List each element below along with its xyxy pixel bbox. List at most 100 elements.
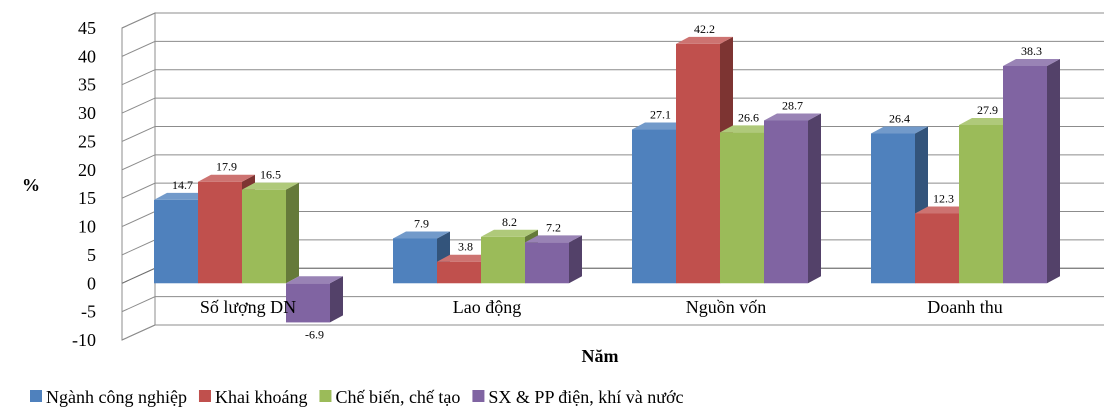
legend-swatch <box>30 390 42 402</box>
value-label: 8.2 <box>502 215 517 229</box>
y-tick-label: 10 <box>78 217 96 237</box>
bar-front <box>481 236 525 284</box>
value-label: 7.9 <box>414 216 429 230</box>
x-axis-label: Năm <box>582 346 619 366</box>
value-label: 7.2 <box>546 220 561 234</box>
category-label: Lao động <box>453 297 521 317</box>
bar-side <box>569 235 582 284</box>
legend-label: Chế biến, chế tạo <box>335 387 460 407</box>
value-label: 3.8 <box>458 240 473 254</box>
bar-side <box>808 113 821 284</box>
legend-swatch <box>198 390 211 402</box>
gridline <box>121 324 1104 341</box>
bar-top <box>632 122 689 130</box>
value-label: 27.9 <box>977 103 998 117</box>
bar-front <box>242 189 286 284</box>
bar-front <box>959 125 1003 284</box>
category-labels: Số lượng DN Lao động Nguồn vốn Doanh thu <box>200 297 1003 317</box>
legend-label: SX & PP điện, khí và nước <box>488 387 683 407</box>
bar-front <box>720 132 764 284</box>
y-tick-label: 5 <box>87 245 96 265</box>
gridline <box>121 97 1104 114</box>
bar-top <box>242 182 299 190</box>
gridline <box>121 12 1104 29</box>
bar-front <box>286 283 330 323</box>
value-label: 28.7 <box>782 98 803 112</box>
bar-front <box>764 120 808 284</box>
bar-top <box>915 206 972 214</box>
gridline <box>121 125 1104 142</box>
bar <box>393 231 450 284</box>
value-label: 16.5 <box>260 168 281 182</box>
bar-top <box>764 113 821 121</box>
legend-swatch <box>319 390 332 402</box>
bar-side <box>286 182 299 284</box>
gridline <box>121 40 1104 57</box>
legend-item: Chế biến, chế tạo <box>319 387 460 407</box>
y-tick-label: -5 <box>81 302 96 322</box>
bar-front <box>437 261 481 284</box>
bar <box>286 276 343 323</box>
bar-top <box>525 235 582 243</box>
bar-side <box>1047 59 1060 284</box>
bar <box>1003 59 1060 284</box>
bar-top <box>154 192 211 200</box>
value-label: 17.9 <box>216 160 237 174</box>
bar-top <box>720 125 777 133</box>
bar-top <box>198 174 255 182</box>
bar-side <box>330 276 343 323</box>
y-tick-label: 30 <box>78 103 96 123</box>
gridline <box>121 296 1104 313</box>
value-label: 27.1 <box>650 108 671 122</box>
value-label: -6.9 <box>305 327 324 341</box>
y-tick-label: 35 <box>78 75 96 95</box>
bar-front <box>871 133 915 284</box>
y-tick-label: 15 <box>78 188 96 208</box>
y-axis-label: % <box>22 175 40 195</box>
value-label: 38.3 <box>1021 44 1042 58</box>
legend-item: Khai khoáng <box>198 387 307 407</box>
bar-front <box>1003 66 1047 284</box>
legend-label: Khai khoáng <box>215 387 307 407</box>
bar <box>525 235 582 284</box>
bar-top <box>481 229 538 237</box>
y-tick-label: 0 <box>87 273 96 293</box>
value-label: 14.7 <box>172 178 193 192</box>
bar-front <box>393 238 437 284</box>
value-label: 12.3 <box>933 191 954 205</box>
gridline <box>121 69 1104 86</box>
value-label: 26.4 <box>889 112 910 126</box>
bar <box>242 182 299 284</box>
y-tick-label: 45 <box>78 18 96 38</box>
category-label: Nguồn vốn <box>686 297 767 317</box>
bar-top <box>286 276 343 284</box>
bar-front <box>154 199 198 284</box>
y-axis-ticks: -10 -5 0 5 10 15 20 25 30 35 40 45 <box>72 18 96 350</box>
bar <box>915 206 972 284</box>
bar-top <box>437 254 494 262</box>
bar-top <box>1003 59 1060 67</box>
bar-top <box>871 126 928 134</box>
category-label: Doanh thu <box>927 297 1003 317</box>
category-label: Số lượng DN <box>200 297 296 317</box>
bars <box>154 36 1060 323</box>
bar-front <box>632 129 676 284</box>
legend-swatch <box>472 390 485 402</box>
bar-front <box>198 181 242 284</box>
bar-top <box>393 231 450 239</box>
value-label: 42.2 <box>694 22 715 36</box>
bar-top <box>959 118 1016 126</box>
bar-front <box>525 242 569 284</box>
value-labels: 14.7 17.9 16.5 -6.9 7.9 3.8 8.2 7.2 27.1 42.2 26.6… <box>172 22 1042 342</box>
y-tick-label: 40 <box>78 46 96 66</box>
side-wall <box>121 12 156 341</box>
y-tick-label: 20 <box>78 160 96 180</box>
legend-label: Ngành công nghiệp <box>46 387 187 407</box>
y-tick-label: 25 <box>78 131 96 151</box>
legend: Ngành công nghiệp Khai khoáng Chế biến, ch… <box>30 387 684 407</box>
legend-item: SX & PP điện, khí và nước <box>472 387 684 407</box>
bar-front <box>915 213 959 284</box>
bar-front <box>676 43 720 284</box>
